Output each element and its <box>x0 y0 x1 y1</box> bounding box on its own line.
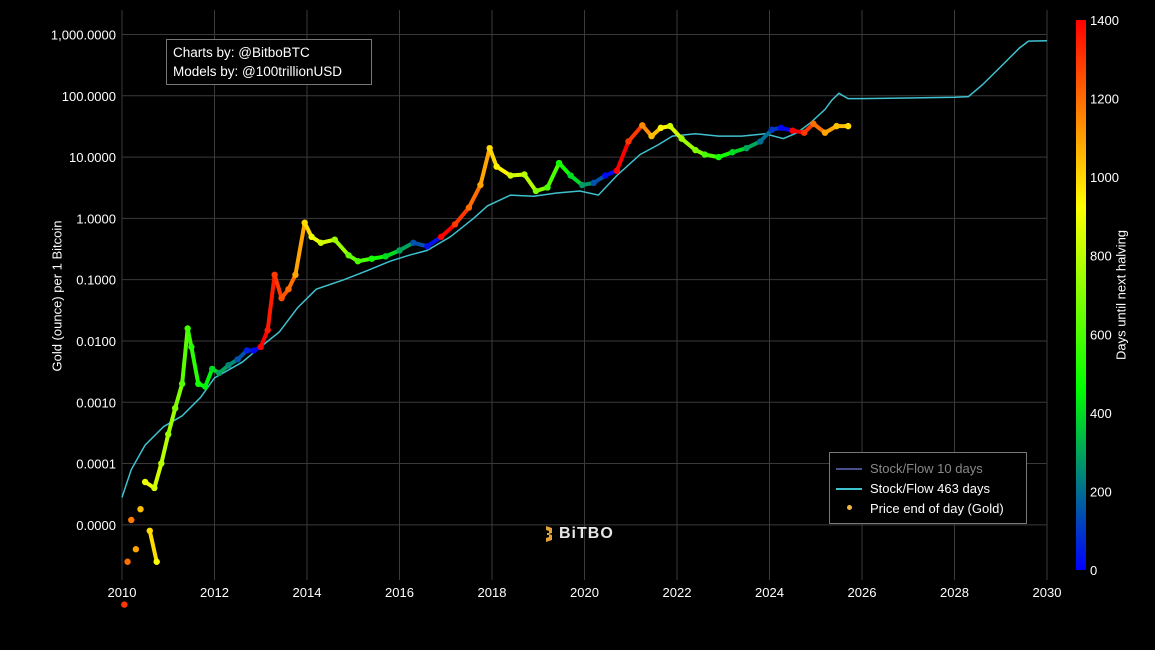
y-tick-label: 1,000.0000 <box>51 28 116 43</box>
y-tick-label: 0.0010 <box>76 395 116 410</box>
colorbar-title: Days until next halving <box>1113 229 1129 361</box>
price-segment <box>189 344 201 386</box>
watermark-text: BiTBO <box>559 525 614 542</box>
x-axis-ticks: 2010 2012 2014 2016 2018 2020 2022 2024 2026 2028… <box>108 585 1062 600</box>
price-segment <box>478 146 492 188</box>
x-tick-label: 2012 <box>200 585 229 600</box>
colorbar-ticks: 0 200 400 600 800 1000 1200 1400 <box>1090 13 1119 578</box>
colorbar-tick-label: 400 <box>1090 406 1112 421</box>
x-tick-label: 2026 <box>848 585 877 600</box>
x-tick-label: 2030 <box>1033 585 1062 600</box>
x-tick-label: 2018 <box>478 585 507 600</box>
colorbar-tick-label: 1000 <box>1090 170 1119 185</box>
price-segment <box>180 326 190 386</box>
y-axis-title: Gold (ounce) per 1 Bitcoin <box>49 220 65 372</box>
legend-swatch-price <box>836 500 862 516</box>
price-point <box>124 558 131 565</box>
price-segment <box>626 123 645 144</box>
colorbar-tick-label: 600 <box>1090 327 1112 342</box>
price-segment <box>522 172 538 193</box>
y-tick-label: 0.1000 <box>76 273 116 288</box>
x-tick-label: 2024 <box>755 585 784 600</box>
price-segment <box>614 139 631 173</box>
price-point <box>153 558 160 565</box>
colorbar-tick-label: 200 <box>1090 484 1112 499</box>
y-tick-label: 0.0001 <box>76 457 116 472</box>
price-segment <box>466 183 483 210</box>
watermark: BiTBO <box>544 525 614 543</box>
price-segment <box>272 272 284 301</box>
x-tick-label: 2028 <box>940 585 969 600</box>
colorbar-tick-label: 0 <box>1090 563 1097 578</box>
credits-charts-line: Charts by: @BitboBTC <box>173 45 310 60</box>
y-tick-label: 10.0000 <box>69 150 116 165</box>
price-point <box>121 601 128 608</box>
price-point <box>137 505 144 513</box>
legend: Stock/Flow 10 days Stock/Flow 463 days P… <box>829 452 1027 524</box>
y-tick-label: 0.0100 <box>76 334 116 349</box>
y-tick-label: 100.0000 <box>62 89 116 104</box>
price-point <box>844 122 852 130</box>
x-tick-label: 2010 <box>108 585 137 600</box>
legend-item-price[interactable]: Price end of day (Gold) <box>836 500 1004 516</box>
price-segment <box>545 161 562 190</box>
price-segment <box>487 146 499 169</box>
legend-label-price: Price end of day (Gold) <box>870 500 1004 516</box>
price-segment <box>293 220 307 277</box>
y-tick-label: 0.0000 <box>76 518 116 533</box>
colorbar <box>1076 20 1086 570</box>
colorbar-tick-label: 1200 <box>1090 92 1119 107</box>
y-axis-ticks: 1,000.0000 100.0000 10.0000 1.0000 0.1000 0.0… <box>51 28 116 533</box>
price-segment <box>159 432 171 466</box>
x-tick-label: 2020 <box>570 585 599 600</box>
price-segment <box>332 237 351 258</box>
price-segment <box>265 272 277 333</box>
x-tick-label: 2016 <box>385 585 414 600</box>
price-point <box>132 546 140 553</box>
legend-swatch-sf10 <box>836 460 862 476</box>
credits-box: Charts by: @BitboBTC Models by: @100tril… <box>166 39 372 85</box>
legend-swatch-sf463 <box>836 480 862 496</box>
x-tick-label: 2014 <box>293 585 322 600</box>
credits-models-line: Models by: @100trillionUSD <box>173 64 343 79</box>
colorbar-tick-label: 800 <box>1090 249 1112 264</box>
x-tick-label: 2022 <box>663 585 692 600</box>
price-segment <box>453 205 471 227</box>
series-layer <box>121 40 1048 608</box>
legend-label-sf463: Stock/Flow 463 days <box>870 480 990 496</box>
y-tick-label: 1.0000 <box>76 211 116 226</box>
legend-item-sf463[interactable]: Stock/Flow 463 days <box>836 480 990 496</box>
price-point <box>128 516 135 524</box>
legend-item-sf10[interactable]: Stock/Flow 10 days <box>836 460 983 476</box>
colorbar-tick-label: 1400 <box>1090 13 1119 28</box>
price-segment <box>166 406 178 437</box>
bitbo-logo-icon <box>546 526 552 542</box>
price-segment <box>152 461 164 490</box>
price-segment <box>147 528 159 564</box>
price-segment <box>173 381 185 411</box>
grid-lines <box>121 10 1048 580</box>
legend-label-sf10: Stock/Flow 10 days <box>870 460 983 476</box>
